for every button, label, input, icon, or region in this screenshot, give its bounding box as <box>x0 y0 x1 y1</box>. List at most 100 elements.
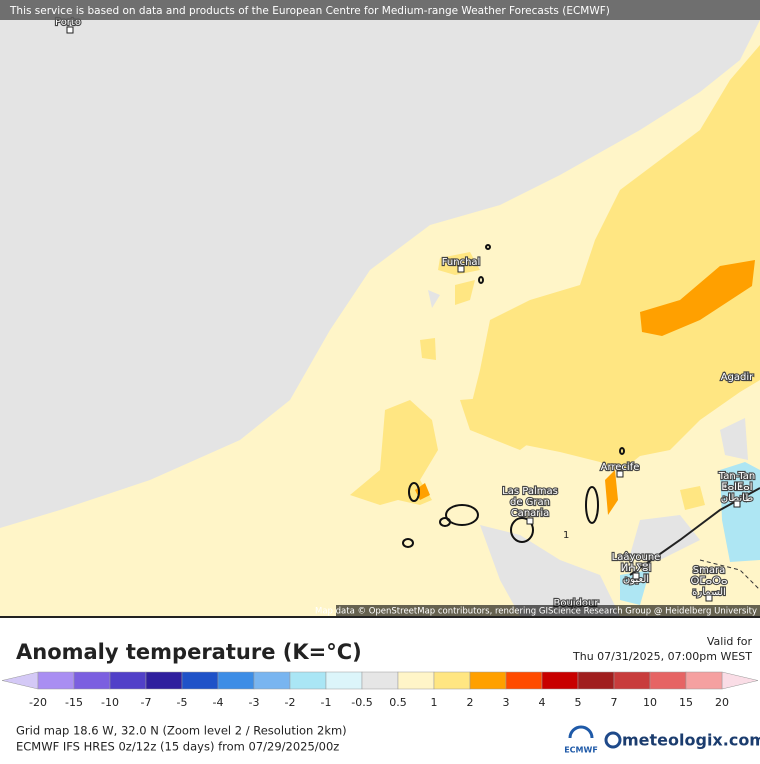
legend-tick-label: -3 <box>249 696 260 709</box>
valid-label: Valid for <box>707 635 753 648</box>
city-marker <box>66 26 74 34</box>
legend-tick-label: 20 <box>715 696 729 709</box>
color-box <box>433 671 471 690</box>
color-box <box>505 671 543 690</box>
city-marker <box>733 500 741 508</box>
city-marker <box>616 470 624 478</box>
model-info: ECMWF IFS HRES 0z/12z (15 days) from 07/… <box>16 740 339 754</box>
legend-tick-label: 5 <box>575 696 582 709</box>
legend-tick-label: 7 <box>611 696 618 709</box>
legend-tick-label: -15 <box>65 696 83 709</box>
city-label: ⵙⵎⴰⵔⴰ <box>691 576 728 587</box>
color-box <box>613 671 651 690</box>
legend-tick-label: 0.5 <box>389 696 407 709</box>
legend-tick-label: 2 <box>467 696 474 709</box>
legend-tick-label: -2 <box>285 696 296 709</box>
island <box>585 486 599 524</box>
banner: This service is based on data and produc… <box>9 5 610 17</box>
legend-tick-label: 15 <box>679 696 693 709</box>
city-marker <box>632 572 640 580</box>
yellow-patches <box>350 252 705 510</box>
legend-tick-label: 3 <box>503 696 510 709</box>
under-arrow <box>1 671 39 690</box>
city-label: Tan-Tan <box>718 471 756 482</box>
legend-tick-label: -0.5 <box>351 696 372 709</box>
island <box>445 504 479 526</box>
legend-tick-label: -5 <box>177 696 188 709</box>
yellow-area <box>470 45 760 472</box>
legend-tick-label: 4 <box>539 696 546 709</box>
islands <box>402 244 625 548</box>
island <box>619 447 625 455</box>
legend-tick-label: -4 <box>213 696 224 709</box>
color-box <box>325 671 363 690</box>
city-label: de Gran <box>510 497 550 508</box>
city-marker <box>457 265 465 273</box>
island <box>510 517 534 543</box>
island <box>439 517 451 527</box>
city-marker <box>705 594 713 602</box>
island <box>402 538 414 548</box>
color-box <box>577 671 615 690</box>
city-label: ⵟⴰⵏⵟⴰⵏ <box>721 482 752 493</box>
banner-bg <box>0 0 760 20</box>
ecmwf-logo: ECMWF <box>564 725 598 755</box>
color-box <box>37 671 75 690</box>
pale-yellow-area <box>0 20 760 616</box>
city-label: Agadir <box>721 372 754 383</box>
coastline <box>629 487 760 576</box>
color-box <box>361 671 399 690</box>
island <box>485 244 491 250</box>
city-label: ⵍⵄⵢⵓⵏ <box>621 563 652 574</box>
gray-patches <box>428 290 748 616</box>
city-label: السمارة <box>692 587 726 598</box>
city-label: Laâyoune <box>612 551 661 563</box>
color-box <box>649 671 687 690</box>
city-label: Smara <box>693 565 725 576</box>
cool-patches <box>620 462 760 605</box>
city-label: Canaria <box>511 508 550 519</box>
legend-tick-label: -7 <box>141 696 152 709</box>
color-box <box>253 671 291 690</box>
attribution: Map data © OpenStreetMap contributors, r… <box>315 607 757 617</box>
color-box <box>397 671 435 690</box>
color-box <box>145 671 183 690</box>
valid-time: Thu 07/31/2025, 07:00pm WEST <box>572 650 752 663</box>
legend-tick-label: 1 <box>431 696 438 709</box>
legend-tick-label: -20 <box>29 696 47 709</box>
city-marker <box>526 517 534 525</box>
grid-info: Grid map 18.6 W, 32.0 N (Zoom level 2 / … <box>16 724 347 738</box>
map-border <box>0 616 760 618</box>
color-box <box>217 671 255 690</box>
site: meteologix.com <box>622 731 760 750</box>
contour-label: 1 <box>563 530 569 541</box>
legend-tick-label: 10 <box>643 696 657 709</box>
legend-title: Anomaly temperature (K=°C) <box>16 640 362 664</box>
legend-tick-label: -10 <box>101 696 119 709</box>
ecmwf-text: ECMWF <box>564 746 598 755</box>
color-box <box>73 671 111 690</box>
city-label: طانطان <box>721 493 753 504</box>
island <box>478 276 484 284</box>
color-box <box>685 671 723 690</box>
island <box>408 482 420 502</box>
site-icon <box>604 731 622 749</box>
legend-tick-label: -1 <box>321 696 332 709</box>
colorbar: -20 -15 -10 -7 -5 -4 -3 -2 -1 -0.5 0.5 1 2 3 4 5 7 10 15 20 <box>1 671 759 709</box>
color-box <box>289 671 327 690</box>
orange-area <box>640 260 755 336</box>
attribution-bg <box>336 605 760 616</box>
color-box <box>469 671 507 690</box>
city-label: Funchal <box>442 257 481 268</box>
color-box <box>109 671 147 690</box>
city-label: Arrecife <box>601 462 640 473</box>
color-box <box>181 671 219 690</box>
city-label: Las Palmas <box>502 486 558 497</box>
ecmwf-icon <box>568 725 594 739</box>
color-box <box>541 671 579 690</box>
over-arrow <box>721 671 759 690</box>
